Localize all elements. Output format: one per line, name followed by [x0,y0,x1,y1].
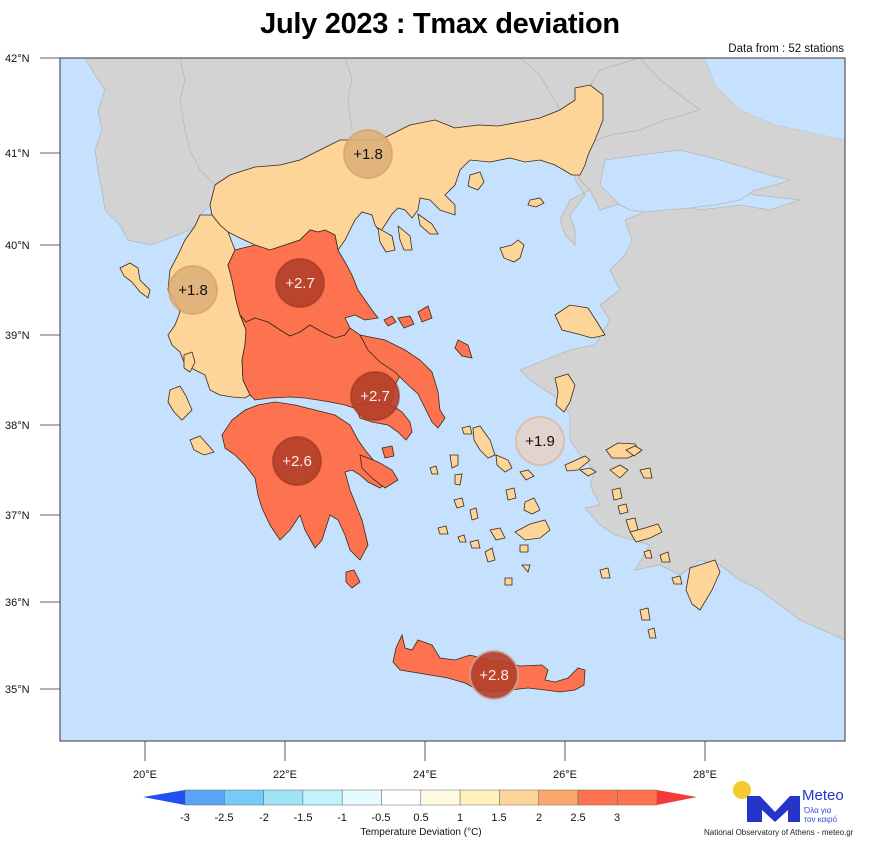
colorbar [143,789,697,806]
lat-label-39: 39°N [5,330,30,342]
svg-text:1: 1 [457,812,463,824]
colorbar-ticks: -3 -2.5 -2 -1.5 -1 -0.5 0.5 1 1.5 2 2.5 … [180,812,620,824]
logo-tagline-1: Όλα για [804,806,832,815]
svg-text:-1: -1 [337,812,347,824]
lat-label-40: 40°N [5,240,30,252]
svg-text:-1.5: -1.5 [294,812,313,824]
bubble-aegean-islands[interactable]: +1.9 [515,416,565,466]
bubble-crete[interactable]: +2.8 [469,650,519,700]
logo-footer: National Observatory of Athens - meteo.g… [704,828,854,837]
lon-label-20: 20°E [133,769,157,781]
svg-text:-0.5: -0.5 [372,812,391,824]
svg-text:-2.5: -2.5 [215,812,234,824]
lat-label-37: 37°N [5,510,30,522]
lat-label-41: 41°N [5,148,30,160]
meteo-logo-icon[interactable] [733,781,800,822]
svg-text:0.5: 0.5 [413,812,428,824]
lon-label-28: 28°E [693,769,717,781]
svg-text:-3: -3 [180,812,190,824]
bubble-value: +1.9 [525,433,555,450]
svg-text:2.5: 2.5 [570,812,585,824]
lat-label-36: 36°N [5,597,30,609]
lat-label-35: 35°N [5,684,30,696]
bubble-value: +2.7 [285,275,315,292]
bubble-macedonia-thrace[interactable]: +1.8 [343,129,393,179]
svg-text:1.5: 1.5 [491,812,506,824]
svg-text:-2: -2 [259,812,269,824]
bubble-value: +1.8 [178,282,208,299]
bubble-value: +1.8 [353,146,383,163]
bubble-peloponnese[interactable]: +2.6 [272,436,322,486]
foreign-land-turkey [519,58,845,641]
lon-label-24: 24°E [413,769,437,781]
lon-axis [144,741,706,761]
stations-note: Data from : 52 stations [728,43,844,55]
bubble-value: +2.7 [360,388,390,405]
logo-tagline-2: τον καιρό [804,815,838,824]
lat-label-38: 38°N [5,420,30,432]
colorbar-title: Temperature Deviation (°C) [360,827,481,838]
lon-label-26: 26°E [553,769,577,781]
bubble-epirus-western[interactable]: +1.8 [168,265,218,315]
islands-cyclades-dodecanese [429,425,721,639]
lat-axis [40,57,60,690]
svg-text:3: 3 [614,812,620,824]
bubble-value: +2.6 [282,453,312,470]
bubble-central-greece[interactable]: +2.7 [350,371,400,421]
logo-name: Meteo [802,787,844,804]
bubble-thessaly[interactable]: +2.7 [275,258,325,308]
map-frame [59,57,846,742]
lat-label-42: 42°N [5,53,30,65]
page-title: July 2023 : Tmax deviation [260,8,620,40]
bubble-value: +2.8 [479,667,509,684]
svg-text:2: 2 [536,812,542,824]
lon-label-22: 22°E [273,769,297,781]
